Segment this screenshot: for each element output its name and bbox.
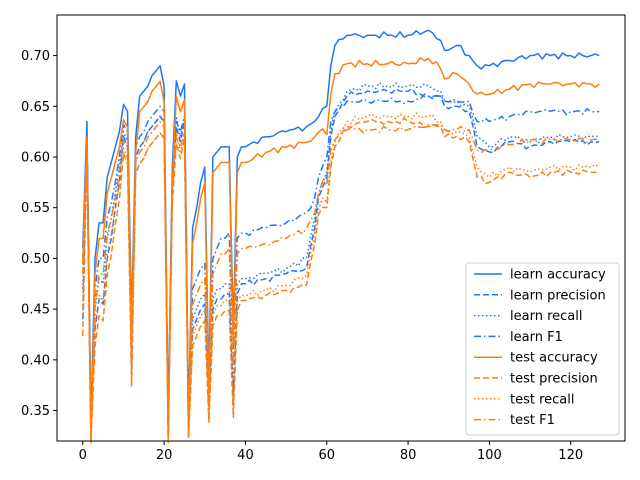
x-axis-ticks: 0 20 40 60 80 100 120 <box>79 441 583 463</box>
x-tick-label: 120 <box>558 448 583 463</box>
y-tick-label: 0.50 <box>21 252 50 267</box>
series-layer <box>82 29 600 444</box>
x-tick-label: 40 <box>237 448 254 463</box>
legend: learn accuracy learn precision learn recal… <box>465 262 620 436</box>
y-tick-label: 0.45 <box>21 303 50 318</box>
legend-label: test recall <box>510 392 575 407</box>
legend-box <box>465 262 620 436</box>
y-tick-label: 0.70 <box>21 49 50 64</box>
x-tick-label: 80 <box>400 448 417 463</box>
axes-frame <box>56 14 626 442</box>
y-tick-label: 0.35 <box>21 404 50 419</box>
legend-label: learn recall <box>510 309 582 324</box>
legend-label: test F1 <box>510 413 555 428</box>
y-tick-label: 0.65 <box>21 100 50 115</box>
legend-label: learn precision <box>510 288 606 303</box>
y-tick-label: 0.60 <box>21 151 50 166</box>
series-line-learn-precision <box>82 88 600 427</box>
y-tick-label: 0.55 <box>21 201 50 216</box>
legend-label: learn F1 <box>510 330 563 345</box>
series-line-test-recall <box>82 112 600 444</box>
legend-label: test accuracy <box>510 351 598 366</box>
series-line-learn-recall <box>82 81 600 427</box>
y-tick-label: 0.40 <box>21 353 50 368</box>
x-tick-label: 20 <box>156 448 173 463</box>
series-line-test-precision <box>82 117 600 444</box>
x-tick-label: 100 <box>477 448 502 463</box>
legend-label: learn accuracy <box>510 268 606 283</box>
series-line-test-f1 <box>82 121 600 443</box>
y-axis-ticks: 0.35 0.40 0.45 0.50 0.55 0.60 0.65 0.70 <box>21 49 57 419</box>
x-tick-label: 60 <box>318 448 335 463</box>
x-tick-label: 0 <box>79 448 87 463</box>
legend-label: test precision <box>510 372 598 387</box>
